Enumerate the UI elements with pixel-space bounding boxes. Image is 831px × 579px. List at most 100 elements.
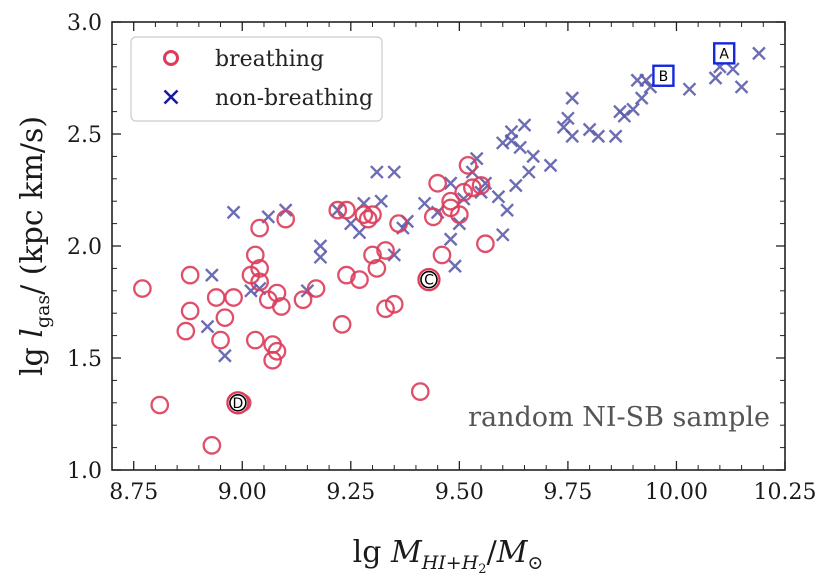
breathing-point <box>250 272 269 292</box>
non-breathing-point <box>734 80 749 94</box>
breathing-point <box>245 330 265 350</box>
breathing-point <box>180 301 200 321</box>
highlight-square <box>652 64 675 87</box>
x-axis-label-text: lg MHI+H2/M⊙ <box>353 535 544 577</box>
non-breathing-point <box>387 248 402 262</box>
highlight-label: C <box>424 273 434 289</box>
breathing-point <box>376 299 395 319</box>
breathing-point <box>450 205 469 224</box>
legend-label-non-breathing: non-breathing <box>215 86 373 111</box>
non-breathing-point <box>708 71 723 85</box>
non-breathing-point <box>491 189 506 204</box>
y-tick-label: 3.0 <box>67 11 102 36</box>
non-breathing-point <box>474 185 488 200</box>
breathing-point <box>367 259 387 278</box>
y-tick-label: 1.5 <box>67 347 102 372</box>
breathing-point <box>384 294 404 314</box>
breathing-point <box>337 265 356 285</box>
non-breathing-point <box>752 46 766 61</box>
highlight-circle-inner <box>420 270 438 289</box>
breathing-point <box>133 279 152 298</box>
breathing-point <box>215 308 235 328</box>
non-breathing-point <box>443 176 458 191</box>
x-tick-label: 9.00 <box>218 480 267 505</box>
breathing-point <box>354 205 374 224</box>
x-tick-label: 10.00 <box>645 480 708 505</box>
breathing-point <box>476 234 495 254</box>
non-breathing-point <box>370 165 384 179</box>
breathing-point <box>410 382 430 401</box>
highlight-label: A <box>719 46 729 62</box>
axis-ticks: 8.75 9.00 9.25 9.50 9.75 10.00 10.25 1.0 1.5 2.0 2… <box>67 11 816 505</box>
non-breathing-point <box>374 194 389 209</box>
legend-box <box>130 36 383 122</box>
non-breathing-point <box>517 118 532 132</box>
non-breathing-point <box>682 82 697 97</box>
plot-marks <box>133 46 766 455</box>
non-breathing-point <box>513 140 527 155</box>
y-axis-label-text: lg lgas/ (kpc km/s) <box>15 116 54 376</box>
breathing-point <box>458 156 478 175</box>
non-breathing-point <box>617 109 632 123</box>
non-breathing-point <box>565 129 580 144</box>
non-breathing-point <box>226 205 241 220</box>
y-axis-label: lg lgas/ (kpc km/s) <box>15 116 54 376</box>
y-tick-label: 2.5 <box>67 123 102 148</box>
y-tick-label: 2.0 <box>67 235 102 260</box>
breathing-point <box>271 297 291 316</box>
non-breathing-point <box>313 250 328 265</box>
non-breathing-point <box>561 111 575 126</box>
breathing-point <box>463 178 482 198</box>
breathing-point <box>363 245 382 265</box>
non-breathing-point <box>608 129 623 144</box>
non-breathing-point <box>352 225 367 240</box>
non-breathing-point <box>639 73 653 88</box>
non-breathing-point <box>565 91 580 106</box>
breathing-point <box>250 218 269 238</box>
non-breathing-point <box>469 151 484 166</box>
non-breathing-point <box>726 62 740 76</box>
non-breathing-point <box>495 136 510 150</box>
non-breathing-point <box>582 122 597 137</box>
legend: breathing non-breathing <box>130 36 383 122</box>
breathing-point <box>267 341 287 361</box>
highlighted-markers: A B C D <box>226 42 736 415</box>
breathing-point <box>150 395 170 415</box>
non-breathing-point <box>526 149 541 164</box>
sample-annotation: random NI-SB sample <box>468 402 770 433</box>
breathing-point <box>306 279 326 298</box>
breathing-point <box>441 191 461 211</box>
breathing-point <box>263 350 283 370</box>
breathing-point <box>250 259 269 278</box>
breathing-point <box>332 315 352 334</box>
x-axis-label: lg MHI+H2/M⊙ <box>353 535 544 577</box>
non-breathing-point <box>508 178 523 193</box>
highlight-label: D <box>233 396 244 412</box>
breathing-point <box>206 288 226 307</box>
legend-x-stroke <box>163 89 179 105</box>
non-breathing-point <box>504 133 519 148</box>
breathing-point <box>176 321 196 341</box>
non-breathing-point <box>543 158 558 173</box>
non-breathing-point <box>500 203 514 218</box>
breathing-point <box>350 270 369 289</box>
non-breathing-point <box>521 165 536 179</box>
non-breathing-point <box>591 129 606 144</box>
breathing-point <box>471 176 491 195</box>
legend-x-marker <box>163 89 179 105</box>
breathing-point <box>432 245 452 265</box>
non-breathing-point <box>218 348 232 363</box>
breathing-point <box>211 330 230 350</box>
x-tick-label: 9.25 <box>326 480 375 505</box>
highlight-circle-inner <box>229 393 247 412</box>
breathing-point <box>337 200 356 220</box>
non-breathing-point <box>313 239 328 253</box>
legend-label-breathing: breathing <box>215 47 324 72</box>
breathing-point <box>267 283 287 303</box>
breathing-point <box>389 214 408 233</box>
x-tick-label: 8.75 <box>109 480 158 505</box>
breathing-point <box>224 288 243 307</box>
non-breathing-point <box>443 232 458 247</box>
breathing-point <box>293 290 313 310</box>
breathing-point <box>245 245 265 265</box>
